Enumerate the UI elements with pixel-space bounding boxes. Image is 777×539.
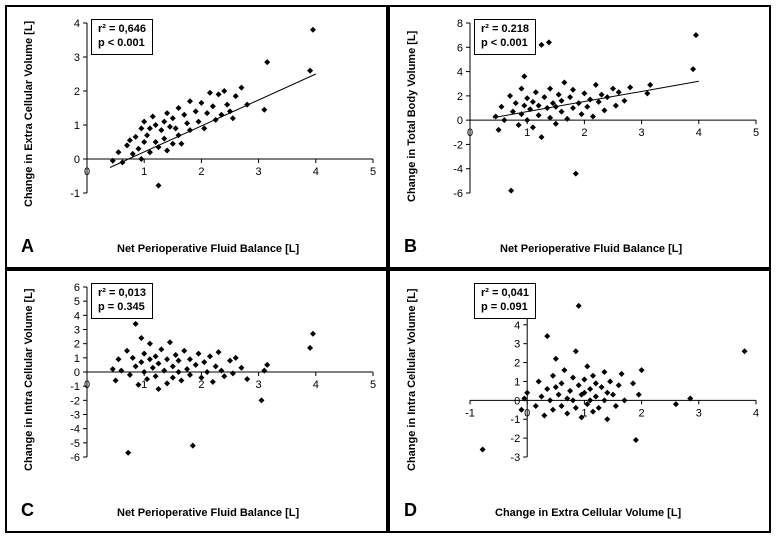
panel-c: Change in Intra Cellular Volume [L] 0 1 2 3… (5, 269, 388, 533)
figure: Change in Extra Cellular Volume [L] 0 1 2 3… (0, 0, 777, 539)
svg-text:-4: -4 (70, 424, 80, 436)
svg-text:3: 3 (74, 325, 80, 337)
svg-text:4: 4 (696, 127, 702, 139)
svg-text:1: 1 (74, 353, 80, 365)
svg-text:4: 4 (313, 166, 319, 178)
svg-text:3: 3 (74, 52, 80, 64)
stats-box-c: r² = 0,013 p = 0.345 (91, 283, 153, 319)
svg-text:2: 2 (639, 407, 645, 419)
svg-text:0: 0 (84, 379, 90, 391)
panel-d: Change in Intra Cellular Volume [L] -1 0 1… (388, 269, 771, 533)
r2-d: r² = 0,041 (481, 287, 529, 301)
svg-text:0: 0 (457, 115, 463, 127)
svg-text:1: 1 (74, 120, 80, 132)
stats-box-b: r² = 0.218 p < 0.001 (474, 19, 536, 55)
svg-text:-2: -2 (70, 395, 80, 407)
svg-text:2: 2 (74, 86, 80, 98)
svg-text:-3: -3 (510, 452, 520, 464)
ylabel-b: Change in Total Body Volume [L] (406, 31, 418, 202)
p-c: p = 0.345 (98, 301, 146, 315)
panel-letter-c: C (21, 500, 34, 521)
panel-b: Change in Total Body Volume [L] 0 1 2 3 4 5 -6… (388, 5, 771, 269)
svg-text:-1: -1 (70, 381, 80, 393)
p-a: p < 0.001 (98, 37, 146, 51)
r2-a: r² = 0,646 (98, 23, 146, 37)
panel-letter-a: A (21, 236, 34, 257)
svg-text:-6: -6 (453, 188, 463, 200)
p-b: p < 0.001 (481, 37, 529, 51)
stats-box-a: r² = 0,646 p < 0.001 (91, 19, 153, 55)
r2-b: r² = 0.218 (481, 23, 529, 37)
svg-text:6: 6 (74, 282, 80, 294)
svg-text:3: 3 (696, 407, 702, 419)
svg-text:5: 5 (370, 166, 376, 178)
svg-text:1: 1 (514, 376, 520, 388)
svg-text:0: 0 (524, 407, 530, 419)
svg-text:-2: -2 (510, 433, 520, 445)
svg-text:5: 5 (753, 127, 759, 139)
p-d: p = 0.091 (481, 301, 529, 315)
svg-text:4: 4 (313, 379, 319, 391)
svg-text:0: 0 (84, 166, 90, 178)
svg-text:0: 0 (74, 367, 80, 379)
svg-text:-1: -1 (510, 414, 520, 426)
svg-text:2: 2 (457, 91, 463, 103)
svg-text:1: 1 (524, 127, 530, 139)
svg-text:8: 8 (457, 18, 463, 30)
svg-text:-1: -1 (70, 188, 80, 200)
svg-text:3: 3 (256, 379, 262, 391)
svg-text:4: 4 (74, 18, 80, 30)
ylabel-a: Change in Extra Cellular Volume [L] (23, 21, 35, 207)
svg-text:3: 3 (256, 166, 262, 178)
svg-text:-1: -1 (465, 407, 475, 419)
svg-text:4: 4 (457, 67, 463, 79)
svg-text:0: 0 (467, 127, 473, 139)
svg-text:-4: -4 (453, 164, 463, 176)
svg-text:2: 2 (581, 127, 587, 139)
svg-text:4: 4 (74, 310, 80, 322)
xlabel-d: Change in Extra Cellular Volume [L] (495, 507, 681, 519)
panel-a: Change in Extra Cellular Volume [L] 0 1 2 3… (5, 5, 388, 269)
svg-text:5: 5 (74, 296, 80, 308)
svg-text:0: 0 (74, 154, 80, 166)
r2-c: r² = 0,013 (98, 287, 146, 301)
svg-text:6: 6 (457, 42, 463, 54)
svg-text:3: 3 (639, 127, 645, 139)
svg-text:4: 4 (514, 320, 520, 332)
svg-text:1: 1 (141, 166, 147, 178)
svg-text:5: 5 (370, 379, 376, 391)
svg-text:2: 2 (198, 166, 204, 178)
svg-text:-5: -5 (70, 438, 80, 450)
svg-text:4: 4 (753, 407, 759, 419)
panel-letter-d: D (404, 500, 417, 521)
svg-text:-2: -2 (453, 139, 463, 151)
xlabel-a: Net Perioperative Fluid Balance [L] (117, 243, 299, 255)
ylabel-c: Change in Intra Cellular Volume [L] (23, 288, 35, 471)
xlabel-c: Net Perioperative Fluid Balance [L] (117, 507, 299, 519)
ylabel-d: Change in Intra Cellular Volume [L] (406, 288, 418, 471)
svg-text:2: 2 (74, 339, 80, 351)
xlabel-b: Net Perioperative Fluid Balance [L] (500, 243, 682, 255)
svg-text:-3: -3 (70, 410, 80, 422)
svg-text:0: 0 (514, 395, 520, 407)
svg-text:2: 2 (514, 358, 520, 370)
panel-letter-b: B (404, 236, 417, 257)
svg-text:3: 3 (514, 339, 520, 351)
stats-box-d: r² = 0,041 p = 0.091 (474, 283, 536, 319)
svg-text:-6: -6 (70, 452, 80, 464)
svg-text:2: 2 (198, 379, 204, 391)
